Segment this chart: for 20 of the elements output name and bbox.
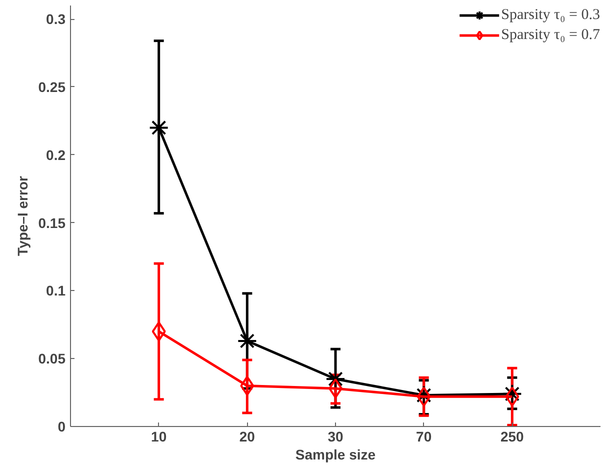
x-axis-title: Sample size (295, 446, 376, 462)
y-tick-label: 0.2 (46, 146, 66, 163)
point (240, 376, 254, 396)
legend-label: Sparsity τ₀ = 0.7 (501, 26, 600, 44)
point (148, 118, 169, 138)
y-tick-label: 0 (58, 418, 66, 434)
y-tick-label: 0.1 (46, 282, 66, 299)
y-tick-label: 0.15 (38, 214, 66, 231)
y-tick-label: 0.3 (46, 11, 66, 28)
y-tick-label: 0.05 (38, 350, 66, 367)
y-tick-label: 0.25 (38, 78, 66, 95)
y-axis-title: Type–I error (14, 176, 30, 256)
x-tick-label: 250 (500, 428, 524, 444)
legend-label: Sparsity τ₀ = 0.3 (501, 6, 600, 24)
point (152, 321, 166, 342)
x-tick-label: 30 (328, 428, 344, 444)
x-tick-label: 20 (239, 428, 256, 444)
point (237, 330, 258, 351)
x-tick-label: 10 (151, 428, 167, 444)
x-tick-label: 70 (416, 428, 432, 444)
